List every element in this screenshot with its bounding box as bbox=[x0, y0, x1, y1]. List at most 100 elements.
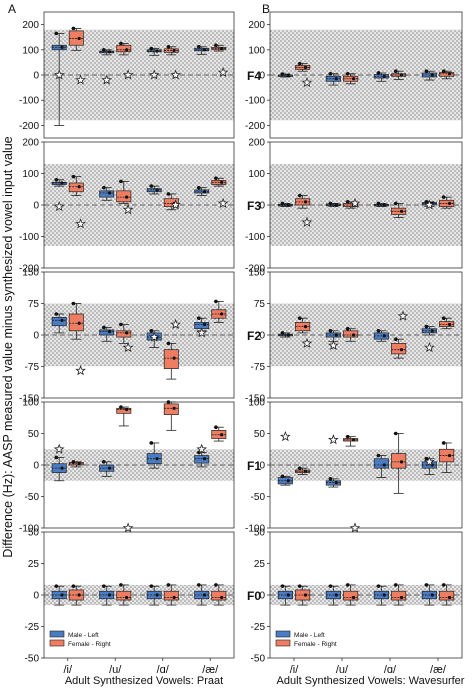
f2-wavesurfer-y-tick-label: -150 bbox=[245, 394, 265, 405]
outlier-point bbox=[393, 69, 398, 74]
data-point bbox=[382, 334, 386, 338]
outlier-point bbox=[393, 201, 398, 206]
outlier-point bbox=[345, 200, 350, 204]
f1-wavesurfer-star-marker bbox=[349, 522, 361, 533]
outlier-point bbox=[328, 329, 333, 333]
f4-wavesurfer-y-tick-label: 200 bbox=[248, 20, 265, 31]
data-point bbox=[77, 185, 81, 189]
f3-praat-box-female-1 bbox=[116, 179, 132, 204]
formant-label-f1: F1 bbox=[247, 459, 261, 473]
f1-wavesurfer-box-male-2 bbox=[373, 453, 389, 479]
box-body bbox=[439, 72, 455, 77]
outlier-point bbox=[166, 341, 171, 346]
f3-wavesurfer-box-female-3 bbox=[439, 195, 455, 209]
outlier-point bbox=[393, 337, 398, 342]
f2-wavesurfer-y-tick-label: 150 bbox=[248, 268, 265, 279]
data-point bbox=[172, 48, 176, 53]
f0-praat-box-female-3 bbox=[211, 583, 227, 606]
f2-wavesurfer-star-marker bbox=[424, 341, 435, 353]
outlier-point bbox=[376, 453, 381, 458]
box-body bbox=[51, 181, 67, 185]
f0-praat-box-female-0 bbox=[68, 584, 84, 606]
f4-praat-box-male-1 bbox=[99, 48, 115, 56]
f0-praat-shaded-band bbox=[44, 584, 234, 606]
data-point bbox=[303, 469, 308, 473]
data-point bbox=[334, 481, 338, 485]
outlier-point bbox=[424, 324, 429, 329]
data-point bbox=[220, 433, 224, 437]
f4-praat-star-marker bbox=[217, 66, 229, 78]
outlier-point bbox=[297, 61, 302, 66]
f3-praat-box-male-3 bbox=[194, 185, 210, 196]
f3-praat-star-marker bbox=[53, 200, 65, 212]
data-point bbox=[107, 330, 112, 334]
outlier-point bbox=[424, 200, 429, 204]
f3-wavesurfer-star-marker bbox=[301, 216, 313, 227]
data-point bbox=[77, 593, 81, 597]
f0-praat-y-tick-label: -50 bbox=[25, 654, 40, 665]
data-point bbox=[77, 462, 81, 466]
f1-praat-box-male-0 bbox=[51, 455, 67, 482]
formant-label-f0: F0 bbox=[247, 589, 261, 603]
f0-praat-box-female-2 bbox=[163, 583, 179, 606]
panel-label-b: B bbox=[262, 2, 271, 16]
legend-swatch-wavesurfer-1 bbox=[275, 639, 291, 647]
outlier-point bbox=[441, 441, 446, 445]
data-point bbox=[202, 593, 207, 597]
f1-praat-star-marker bbox=[122, 522, 134, 533]
data-point bbox=[107, 191, 112, 195]
data-point bbox=[155, 49, 159, 53]
f0-praat-y-tick-label: 50 bbox=[28, 528, 40, 539]
data-point bbox=[382, 203, 386, 207]
outlier-point bbox=[54, 31, 59, 36]
outlier-point bbox=[328, 477, 333, 481]
outlier-point bbox=[54, 312, 59, 316]
f4-praat-box-male-0 bbox=[51, 31, 67, 126]
data-point bbox=[334, 77, 338, 81]
outlier-point bbox=[119, 583, 123, 587]
data-point bbox=[447, 201, 452, 206]
f0-praat-x-tick-label: /ɑ/ bbox=[157, 664, 170, 676]
legend-swatch-praat-1 bbox=[49, 639, 65, 647]
f2-wavesurfer-star-marker bbox=[397, 310, 409, 321]
f2-praat-box-female-2 bbox=[163, 341, 179, 380]
f4-praat-y-tick-label: 200 bbox=[22, 20, 39, 31]
f1-praat-y-tick-label: -100 bbox=[19, 524, 39, 535]
outlier-point bbox=[441, 69, 446, 74]
f1-wavesurfer-y-tick-label: -50 bbox=[251, 492, 266, 503]
outlier-point bbox=[214, 425, 218, 430]
outlier-point bbox=[54, 178, 59, 182]
outlier-point bbox=[197, 583, 201, 587]
data-point bbox=[155, 188, 159, 192]
f0-praat-box-male-3 bbox=[194, 583, 210, 606]
outlier-point bbox=[119, 41, 123, 46]
data-point bbox=[399, 73, 404, 77]
outlier-point bbox=[54, 455, 59, 460]
outlier-point bbox=[393, 583, 398, 587]
data-point bbox=[351, 595, 356, 600]
outlier-point bbox=[102, 460, 106, 464]
box-body bbox=[391, 590, 407, 601]
data-point bbox=[220, 312, 224, 316]
panel-label-a: A bbox=[8, 2, 17, 16]
f0-wavesurfer-box-female-1 bbox=[343, 583, 359, 606]
outlier-point bbox=[393, 431, 398, 436]
data-point bbox=[155, 457, 159, 461]
f2-praat-star-marker bbox=[196, 327, 208, 338]
outlier-point bbox=[197, 185, 201, 190]
formant-label-f4: F4 bbox=[247, 69, 261, 83]
outlier-point bbox=[441, 316, 446, 321]
f4-wavesurfer-star-marker bbox=[301, 77, 313, 88]
box-body bbox=[116, 44, 132, 53]
outlier-point bbox=[102, 325, 106, 330]
f0-praat-box-male-1 bbox=[99, 584, 115, 606]
f1-wavesurfer-y-tick-label: -100 bbox=[245, 524, 265, 535]
f4-praat-box-female-2 bbox=[163, 44, 179, 56]
outlier-point bbox=[149, 46, 154, 51]
box-body bbox=[163, 349, 179, 369]
data-point bbox=[334, 203, 338, 207]
f4-praat-y-tick-label: 100 bbox=[22, 45, 39, 56]
f4-wavesurfer-y-tick-label: 0 bbox=[259, 71, 265, 82]
f0-wavesurfer-box-female-2 bbox=[391, 583, 407, 606]
f3-praat-y-tick-label: -200 bbox=[19, 264, 39, 275]
